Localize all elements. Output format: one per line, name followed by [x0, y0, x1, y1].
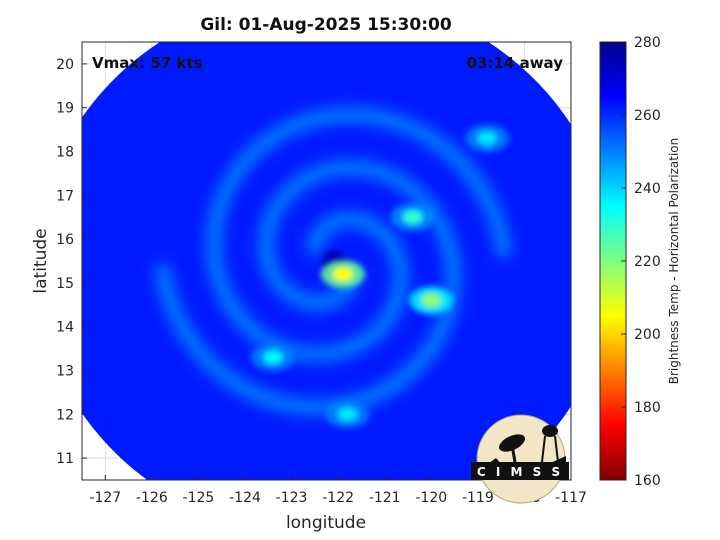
colorbar-tick-label: 160: [634, 473, 661, 489]
y-axis-label: latitude: [31, 228, 51, 293]
colorbar-axis: 160 180 200 220 240 260 280: [621, 35, 661, 489]
rain-bands: [153, 106, 514, 416]
cimss-logo: C I M S S: [471, 414, 569, 504]
y-tick-label: 15: [56, 276, 74, 292]
x-tick-label: -119: [462, 490, 494, 506]
rainband-east: [421, 293, 442, 308]
swath-footprint: [82, 42, 571, 480]
logo-text: C I M S S: [477, 465, 563, 479]
colorbar-tick-label: 260: [634, 108, 661, 124]
y-tick-label: 13: [56, 364, 74, 380]
eyewall: [332, 267, 353, 282]
band-south: [337, 407, 358, 422]
convective-features: [250, 124, 510, 429]
band-southwest: [262, 350, 283, 365]
spiral-band: [153, 159, 462, 416]
y-tick-label: 20: [56, 57, 74, 73]
colorbar-tick-label: 220: [634, 254, 661, 270]
x-tick-label: -126: [136, 490, 168, 506]
y-tick-label: 16: [56, 232, 74, 248]
colorbar-tick-label: 240: [634, 181, 661, 197]
rainband-northeast: [402, 210, 423, 225]
x-tick-label: -124: [229, 490, 261, 506]
y-tick-label: 17: [56, 188, 74, 204]
y-tick-label: 18: [56, 145, 74, 161]
y-axis: 11 12 13 14 15 16 17 18 19 20: [56, 57, 87, 467]
x-tick-label: -120: [415, 490, 447, 506]
vmax-annotation: Vmax: 57 kts: [92, 54, 202, 72]
spiral-band: [205, 106, 514, 363]
y-tick-label: 11: [56, 451, 74, 467]
colorbar-label: Brightness Temp - Horizontal Polarizatio…: [667, 138, 681, 385]
x-axis-label: longitude: [286, 513, 366, 533]
x-tick-label: -122: [322, 490, 354, 506]
x-tick-label: -123: [276, 490, 308, 506]
colorbar-tick-label: 200: [634, 327, 661, 343]
x-tick-label: -127: [89, 490, 121, 506]
band-north: [477, 131, 498, 146]
y-tick-label: 14: [56, 320, 74, 336]
swath-image: [82, 42, 571, 480]
x-tick-label: -121: [369, 490, 401, 506]
chart-title: Gil: 01-Aug-2025 15:30:00: [200, 15, 451, 35]
x-tick-label: -117: [555, 490, 587, 506]
colorbar-tick-label: 180: [634, 400, 661, 416]
y-tick-label: 19: [56, 101, 74, 117]
y-tick-label: 12: [56, 407, 74, 423]
colorbar-tick-label: 280: [634, 35, 661, 51]
plot-frame: [81, 41, 572, 481]
x-tick-label: -125: [183, 490, 215, 506]
time-away-annotation: 03:14 away: [467, 54, 564, 72]
